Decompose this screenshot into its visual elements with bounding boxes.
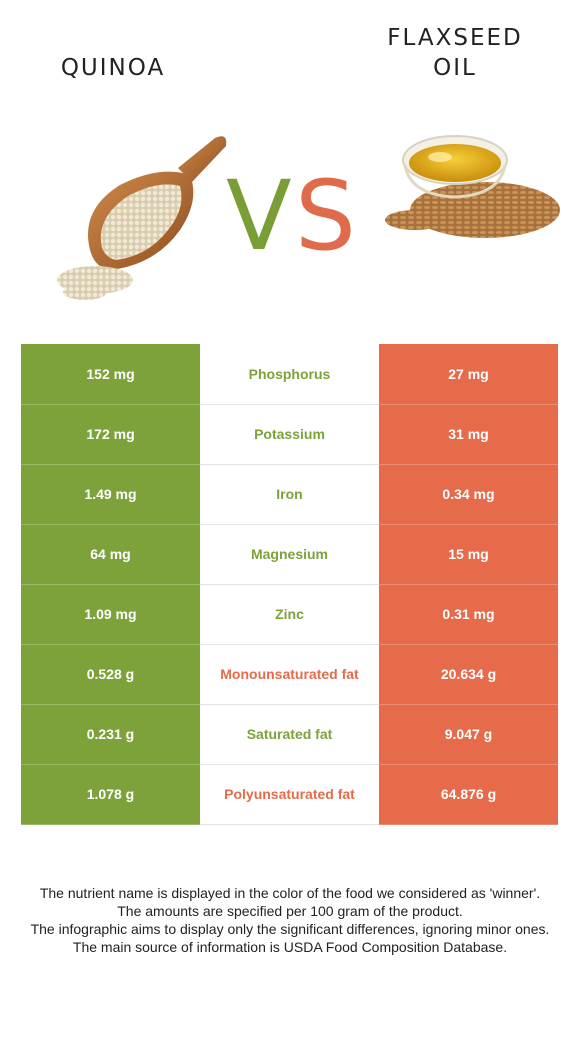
- table-row: 0.231 g Saturated fat 9.047 g: [21, 704, 558, 765]
- vs-letter-s: S: [295, 160, 356, 272]
- right-food-name-line1: FLAXSEED: [387, 25, 523, 51]
- right-food-value: 20.634 g: [379, 644, 558, 705]
- table-row: 152 mg Phosphorus 27 mg: [21, 344, 558, 405]
- right-food-value: 27 mg: [379, 344, 558, 405]
- left-food-value: 0.528 g: [21, 644, 200, 705]
- vs-letter-v: V: [226, 160, 292, 272]
- footnote: The nutrient name is displayed in the co…: [20, 884, 560, 956]
- nutrient-name: Magnesium: [200, 524, 379, 585]
- table-row: 0.528 g Monounsaturated fat 20.634 g: [21, 644, 558, 705]
- right-food-value: 31 mg: [379, 404, 558, 465]
- right-food-value: 0.34 mg: [379, 464, 558, 525]
- right-food-name-line2: OIL: [433, 55, 477, 81]
- right-food-value: 9.047 g: [379, 704, 558, 765]
- left-food-name: QUINOA: [60, 55, 166, 81]
- right-food-value: 64.876 g: [379, 764, 558, 825]
- footnote-line-4: The main source of information is USDA F…: [72, 939, 508, 955]
- footnote-line-1: The nutrient name is displayed in the co…: [39, 885, 541, 901]
- footnote-line-2: The amounts are specified per 100 gram o…: [117, 903, 463, 919]
- nutrient-name: Saturated fat: [200, 704, 379, 765]
- left-food-value: 172 mg: [21, 404, 200, 465]
- nutrient-name: Phosphorus: [200, 344, 379, 405]
- left-food-title: QUINOA: [28, 53, 198, 83]
- left-food-value: 1.09 mg: [21, 584, 200, 645]
- footnote-line-3: The infographic aims to display only the…: [30, 921, 550, 937]
- table-row: 1.078 g Polyunsaturated fat 64.876 g: [21, 764, 558, 825]
- nutrient-name: Potassium: [200, 404, 379, 465]
- right-food-value: 0.31 mg: [379, 584, 558, 645]
- left-food-value: 152 mg: [21, 344, 200, 405]
- right-food-value: 15 mg: [379, 524, 558, 585]
- flaxseed-oil-image: [385, 135, 560, 238]
- nutrient-name: Polyunsaturated fat: [200, 764, 379, 825]
- left-food-value: 0.231 g: [21, 704, 200, 765]
- nutrient-name: Iron: [200, 464, 379, 525]
- table-row: 1.49 mg Iron 0.34 mg: [21, 464, 558, 525]
- nutrient-comparison-table: 152 mg Phosphorus 27 mg 172 mg Potassium 31 m…: [21, 344, 558, 825]
- left-food-value: 64 mg: [21, 524, 200, 585]
- quinoa-scoop-image: [57, 136, 227, 300]
- table-row: 172 mg Potassium 31 mg: [21, 404, 558, 465]
- nutrient-name: Monounsaturated fat: [200, 644, 379, 705]
- nutrient-name: Zinc: [200, 584, 379, 645]
- table-row: 1.09 mg Zinc 0.31 mg: [21, 584, 558, 645]
- left-food-value: 1.078 g: [21, 764, 200, 825]
- left-food-value: 1.49 mg: [21, 464, 200, 525]
- table-row: 64 mg Magnesium 15 mg: [21, 524, 558, 585]
- right-food-title: FLAXSEED OIL: [370, 23, 540, 83]
